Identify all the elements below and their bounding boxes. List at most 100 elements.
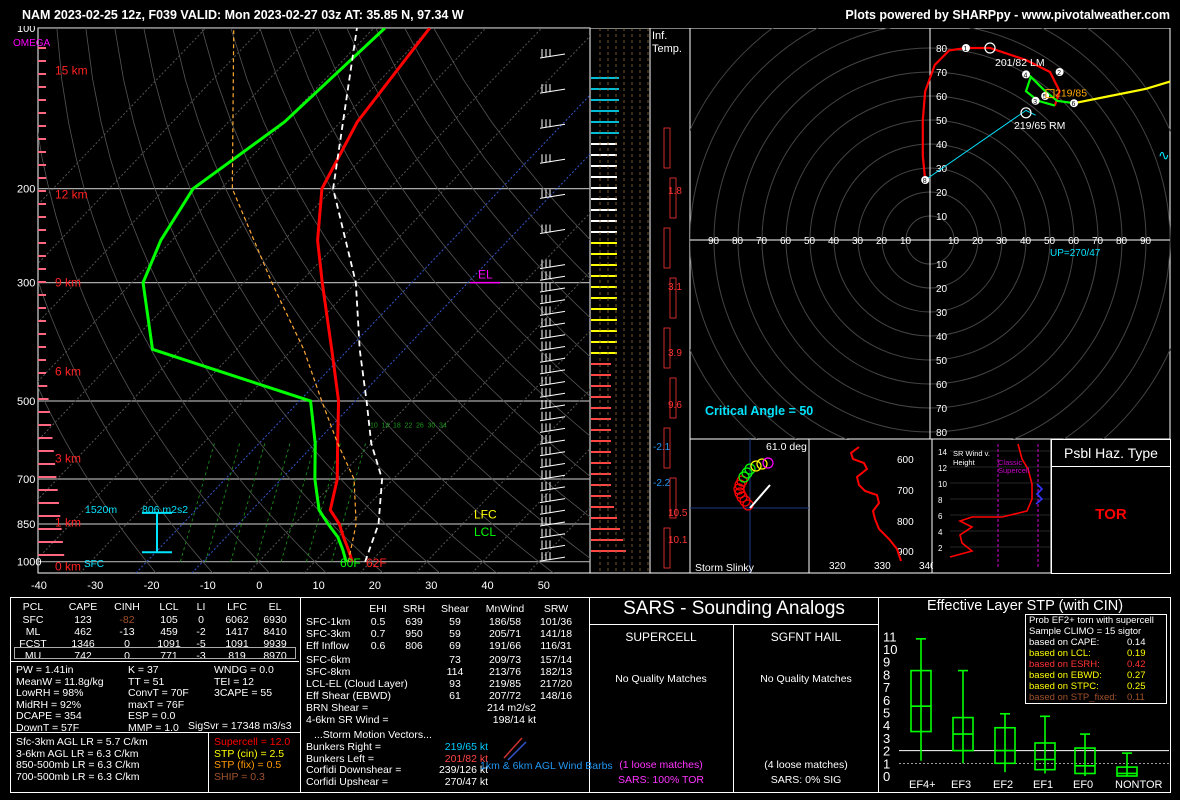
- theta-e-pressure: 600: [897, 455, 914, 466]
- kinematic-cell: 59: [449, 628, 461, 640]
- hodograph-axis-label: 10: [900, 236, 912, 247]
- critical-angle: Critical Angle = 50: [705, 404, 814, 418]
- isotherm: [359, 330, 590, 573]
- index-value: MidRH = 92%: [16, 698, 82, 711]
- sr-wind-title: SR Wind v. Height: [953, 449, 990, 467]
- parcel-cell: 123: [74, 614, 92, 626]
- kinematic-cell: 141/18: [539, 628, 573, 640]
- parcel-cell: 0: [124, 650, 130, 662]
- vector-value: 270/47 kt: [444, 775, 488, 788]
- kinematic-cell: 59: [449, 616, 461, 628]
- hodograph-axis-label: 60: [1068, 236, 1080, 247]
- kinematic-cell: 61: [449, 690, 461, 702]
- inferred-temp-value: 3.1: [668, 282, 682, 293]
- kinematic-cell: 207/72: [488, 690, 522, 702]
- hodograph-km-label: 2: [1057, 70, 1061, 77]
- stp-box: [1116, 766, 1138, 777]
- stp-ylabel: 1: [883, 756, 890, 771]
- wind-barb: [539, 334, 566, 340]
- parcel-trace-ml: [231, 28, 357, 562]
- stp-ylabel: 7: [883, 680, 890, 695]
- pressure-label: 1000: [17, 557, 41, 569]
- isotherm: [191, 153, 590, 573]
- isotherm: [303, 271, 590, 573]
- hodograph-axis-label: 60: [780, 236, 792, 247]
- temp-label: -10: [200, 580, 216, 592]
- inferred-temp-box: [669, 377, 677, 419]
- parcel-cell: -5: [196, 638, 206, 650]
- hodograph-axis-label: 80: [1116, 236, 1128, 247]
- hodograph-ring-label: 40: [936, 140, 948, 151]
- pressure-label: 100: [17, 26, 35, 35]
- sr-wind-panel: 14 12 10 8 6 4 2: [932, 439, 1052, 574]
- kinematic-cell: 950: [405, 628, 423, 640]
- barb-legend-blue: [507, 741, 527, 761]
- temp-label: 40: [481, 580, 493, 592]
- hodograph-corfidi-marker: ∿: [1158, 147, 1170, 163]
- height-label: 15 km: [55, 63, 88, 77]
- hodograph-panel: 80 80 70 70 60 60 50 50 40 40 30 30 20 20 10 10 90 80 70 60…: [690, 28, 1171, 440]
- hodograph-ring-label: 30: [936, 164, 948, 175]
- hodograph-mean-label: 219/85: [1055, 88, 1087, 100]
- slinky-circle: [734, 487, 746, 499]
- temp-label: 20: [369, 580, 381, 592]
- hodograph-ring-label: 10: [936, 260, 948, 271]
- mixing-ratio-label: 10: [370, 422, 378, 429]
- wind-barb: [539, 346, 566, 351]
- kinematic-row-label: Eff Inflow: [306, 640, 349, 652]
- sr-wind-classic: Classic Supercell: [998, 458, 1030, 475]
- kinematic-cell: 0.7: [370, 628, 386, 640]
- stp-ylabel: 5: [883, 706, 890, 721]
- dry-adiabat: [317, 28, 590, 397]
- index-value: PW = 1.41in: [16, 664, 74, 676]
- kinematic-cell: 205/71: [488, 628, 522, 640]
- inferred-temp-box: [669, 477, 677, 519]
- temp-label: -30: [87, 580, 103, 592]
- skewt-line-temperature: [316, 28, 431, 563]
- height-label: 1 km: [55, 516, 81, 530]
- parcel-cell: 771: [160, 650, 178, 662]
- wind-barb: [539, 404, 566, 410]
- stp-ylabel: 10: [883, 642, 897, 657]
- lfc-label: LFC: [474, 508, 497, 522]
- hazard-value: TOR: [1095, 506, 1127, 523]
- wind-barb: [539, 474, 566, 480]
- stp-box: [910, 669, 932, 733]
- hodograph-axis-label: 80: [732, 236, 744, 247]
- hodograph-lm-label: 201/82 LM: [995, 57, 1045, 69]
- stp-based-on: based on CAPE: 0.14: [1029, 637, 1146, 648]
- lapse-rate: 3-6km AGL LR = 6.3 C/km: [16, 747, 139, 760]
- hodograph-bunkers: [924, 109, 1036, 181]
- wind-barb: [539, 88, 566, 94]
- kinematic-cell: 186/58: [488, 616, 522, 628]
- mixing-ratio-line: [255, 443, 291, 562]
- wind-barb: [539, 416, 566, 422]
- lcl-label: LCL: [474, 525, 496, 539]
- stp-based-on: based on ESRH: 0.42: [1029, 659, 1146, 670]
- stp-based-on: based on EBWD: 0.27: [1029, 670, 1146, 681]
- hodograph-axis-label: 50: [804, 236, 816, 247]
- hodograph-km-marker: [962, 44, 970, 52]
- parcel-cell: -2: [196, 626, 206, 638]
- sars-title: SARS - Sounding Analogs: [623, 598, 845, 619]
- slinky-circle: [750, 460, 762, 472]
- wind-barb: [539, 310, 566, 316]
- inferred-temp-value: 9.6: [668, 400, 682, 411]
- hodograph-axis-label: 50: [1044, 236, 1056, 247]
- isotherm: [415, 389, 590, 573]
- dry-adiabat: [38, 131, 270, 573]
- dry-adiabat: [346, 28, 590, 358]
- wind-barbs: [539, 49, 566, 562]
- kinematic-cell: 69: [449, 640, 461, 652]
- wind-barb: [539, 287, 566, 293]
- stp-climo: Sample CLIMO = 15 sigtor: [1029, 626, 1142, 637]
- temp-label: 0: [256, 580, 262, 592]
- lapse-rate: 700-500mb LR = 6.3 C/km: [16, 770, 140, 783]
- sr-wind-ylabel: 12: [938, 464, 947, 473]
- dry-adiabat: [404, 28, 590, 280]
- inferred-temp-box: [663, 127, 671, 169]
- sars-tor-pct: SARS: 100% TOR: [618, 774, 704, 786]
- hodograph-ring-label: 30: [936, 308, 948, 319]
- hazard-title: Psbl Haz. Type: [1052, 440, 1170, 467]
- hodograph-axis-label: 40: [828, 236, 840, 247]
